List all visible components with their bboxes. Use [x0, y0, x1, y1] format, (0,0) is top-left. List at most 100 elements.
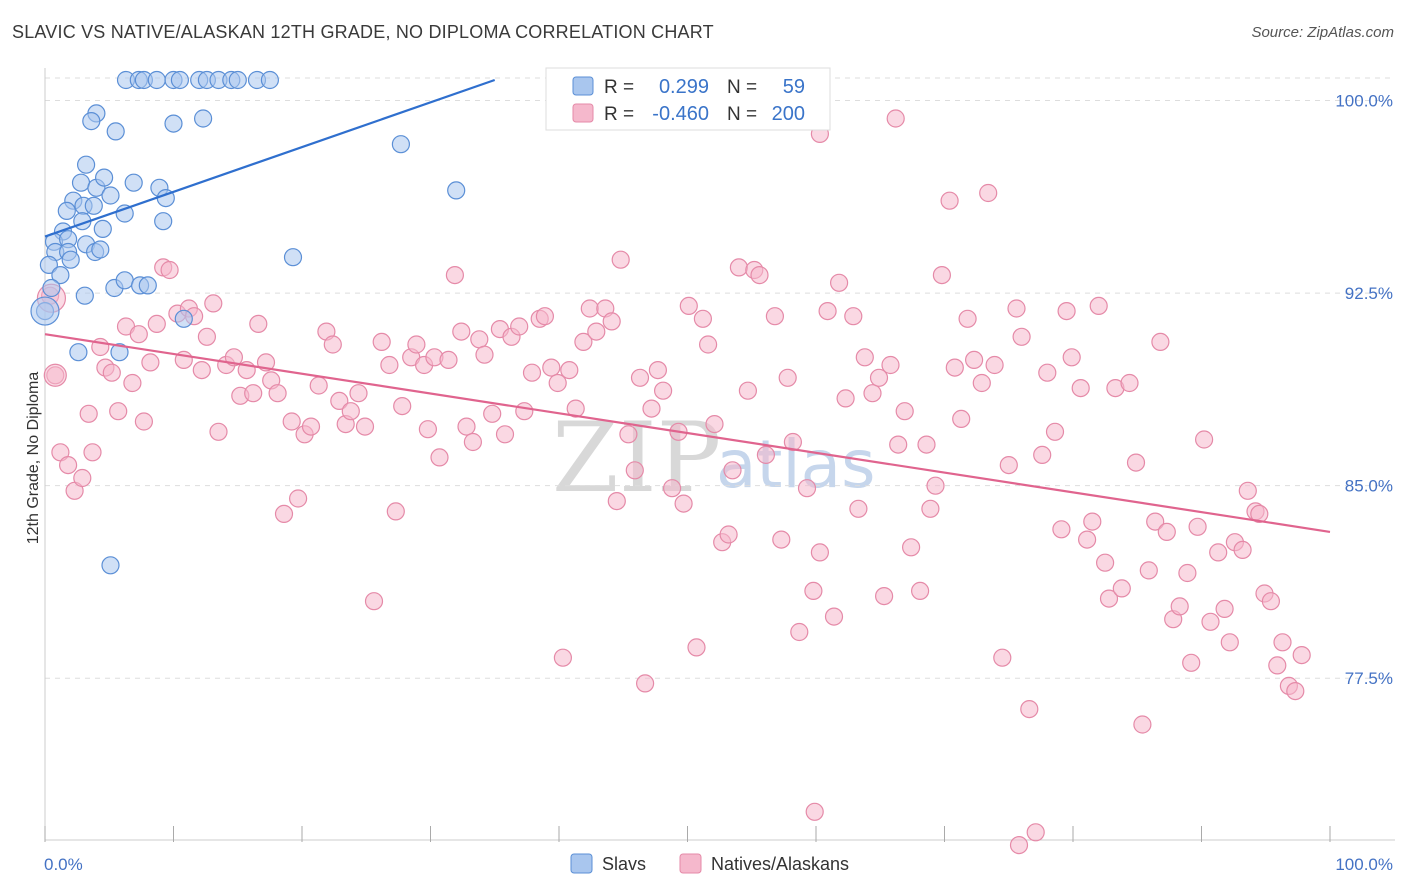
natives-point [380, 355, 399, 375]
y-tick-label: 92.5% [1345, 284, 1393, 303]
natives-point [829, 273, 849, 292]
slavs-point [260, 70, 279, 90]
watermark-zip: ZIP [552, 402, 721, 514]
natives-point [993, 648, 1012, 667]
natives-point [274, 504, 294, 524]
natives-point [204, 294, 223, 313]
natives-point [364, 592, 384, 611]
natives-points [36, 109, 1311, 855]
natives-point [83, 443, 102, 462]
natives-point [693, 309, 713, 328]
natives-point [1209, 543, 1228, 562]
slavs-point [154, 212, 173, 231]
natives-point [1273, 633, 1292, 652]
natives-point [445, 266, 464, 285]
natives-point [765, 307, 785, 326]
natives-point [869, 368, 889, 387]
slavs-point [57, 201, 76, 220]
natives-point [921, 499, 940, 518]
legend-r-label-natives: R = [604, 104, 634, 125]
legend-r-value-natives: -0.460 [652, 103, 709, 125]
natives-point [58, 456, 78, 475]
natives-point [123, 373, 142, 393]
series-legend-label-slavs: Slavs [602, 854, 646, 874]
natives-point [268, 384, 287, 403]
legend-swatch-slavs [572, 76, 594, 96]
natives-point [705, 415, 724, 434]
axes [44, 68, 1395, 842]
natives-point [439, 350, 458, 369]
natives-point [1099, 589, 1119, 608]
natives-point [141, 353, 160, 372]
natives-point [330, 391, 349, 410]
natives-point [147, 314, 166, 333]
natives-point [1020, 699, 1039, 719]
natives-point [510, 317, 529, 336]
natives-point [407, 335, 426, 354]
slavs-point [106, 122, 125, 141]
natives-point [1009, 835, 1029, 855]
natives-point [674, 494, 693, 513]
natives-point [836, 389, 855, 408]
slavs-point [82, 111, 101, 131]
natives-point [630, 368, 650, 387]
slavs-point [30, 296, 60, 326]
natives-point [134, 412, 153, 431]
natives-point [790, 622, 809, 642]
series-legend: Slavs Natives/Alaskans [570, 853, 849, 874]
natives-point [886, 109, 905, 128]
natives-point [1033, 445, 1052, 464]
natives-point [662, 479, 682, 498]
natives-point [430, 448, 449, 467]
natives-point [818, 302, 837, 321]
natives-point [1215, 599, 1234, 619]
slavs-point [147, 70, 166, 90]
natives-point [810, 543, 830, 562]
natives-point [1261, 592, 1281, 611]
natives-point [607, 492, 626, 511]
natives-point [1238, 481, 1257, 500]
natives-point [43, 363, 67, 387]
natives-point [1157, 522, 1176, 542]
natives-point [1250, 504, 1269, 524]
natives-point [301, 417, 321, 436]
natives-point [1089, 296, 1108, 315]
natives-point [495, 425, 515, 444]
y-axis-title: 12th Grade, No Diploma [25, 372, 42, 545]
natives-point [1007, 299, 1026, 318]
natives-point [1038, 363, 1057, 382]
y-tick-label: 77.5% [1345, 669, 1393, 688]
slavs-point [69, 343, 88, 362]
slavs-point [391, 135, 410, 154]
natives-point [355, 417, 375, 436]
slavs-point [115, 271, 134, 290]
natives-point [849, 499, 868, 518]
natives-point [289, 489, 308, 508]
legend-n-value-slavs: 59 [783, 76, 805, 98]
natives-point [979, 183, 998, 203]
natives-point [1062, 348, 1081, 367]
natives-point [160, 260, 179, 280]
natives-point [197, 327, 216, 346]
natives-point [635, 674, 655, 693]
natives-point [73, 468, 92, 488]
natives-point [1045, 422, 1065, 441]
natives-point [452, 322, 471, 341]
natives-point [719, 525, 738, 544]
slavs-point [174, 309, 193, 328]
legend-swatch-natives [572, 103, 594, 123]
natives-point [580, 299, 599, 318]
tick-labels: 77.5% 85.0% 92.5% 100.0% 0.0% 100.0% [44, 92, 1393, 874]
natives-point [648, 361, 668, 380]
natives-point [926, 476, 945, 495]
natives-point [863, 384, 882, 403]
natives-point [964, 350, 984, 369]
natives-point [881, 355, 900, 375]
natives-point [1178, 563, 1197, 583]
natives-point [79, 404, 98, 423]
natives-point [515, 402, 534, 421]
natives-point [249, 314, 268, 333]
natives-point [102, 363, 121, 382]
slavs-point [61, 250, 80, 269]
